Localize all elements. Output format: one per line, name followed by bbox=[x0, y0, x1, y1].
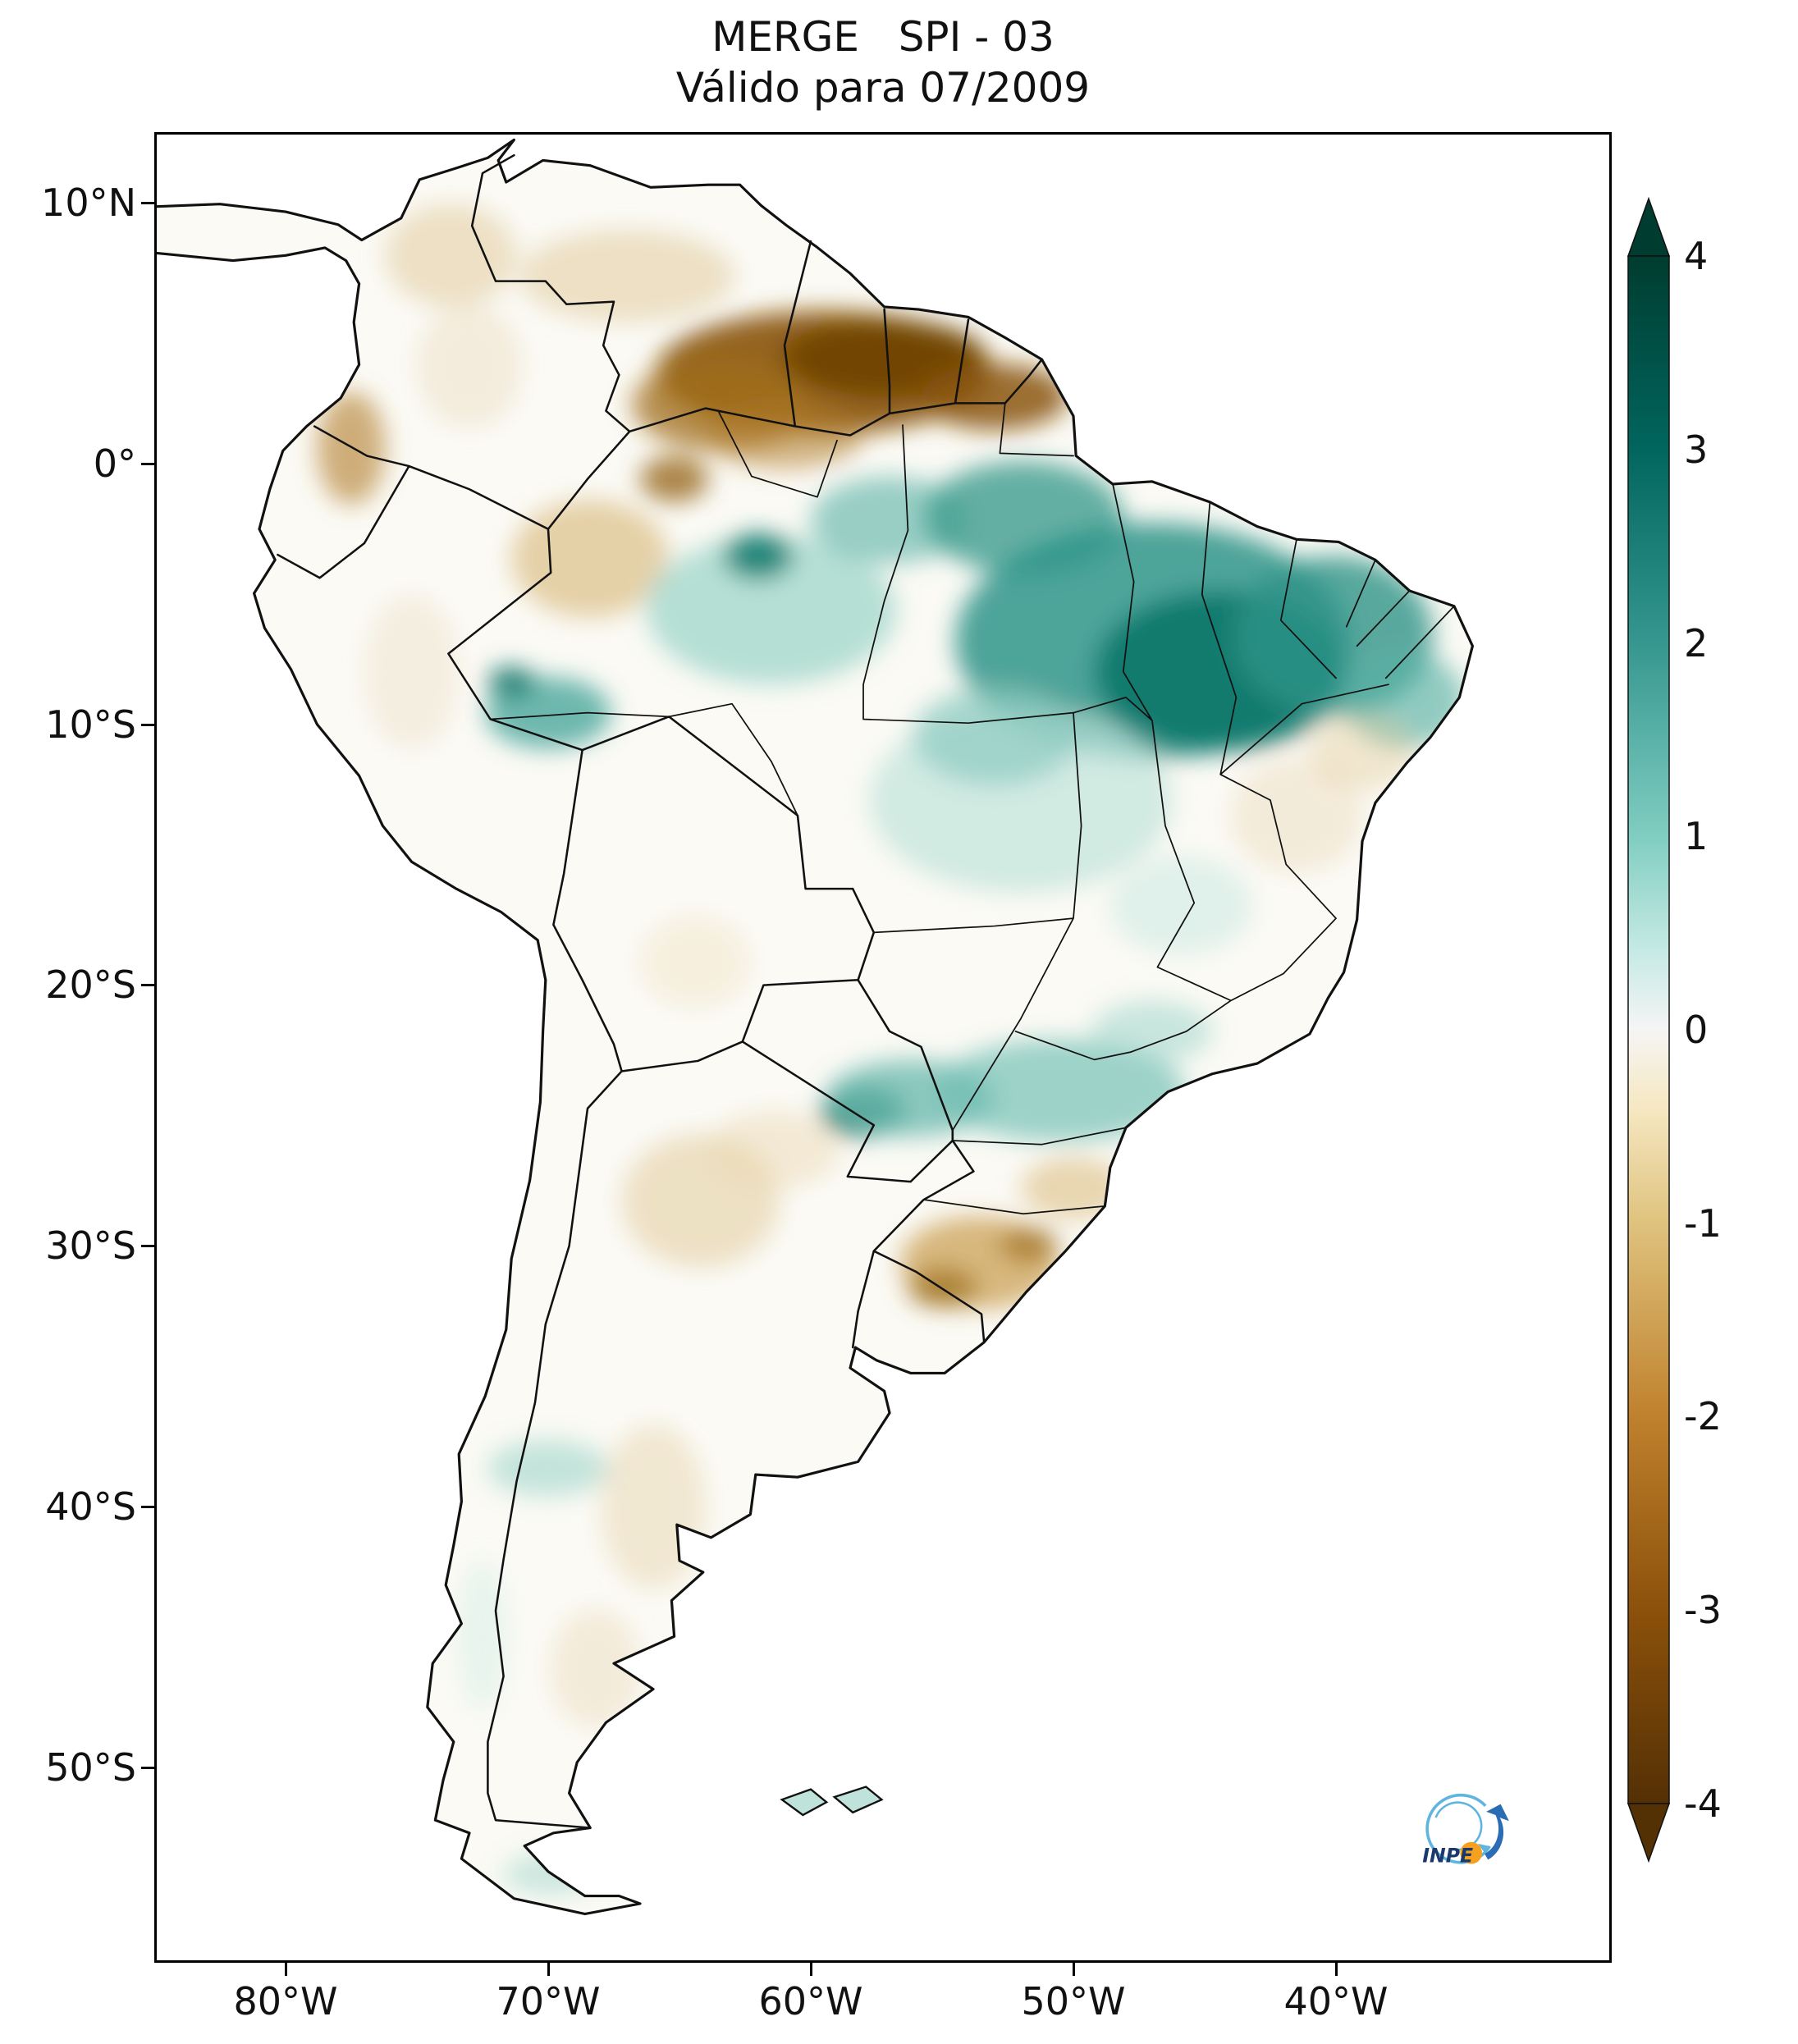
colorbar-extend-max bbox=[1626, 197, 1671, 257]
country-borders bbox=[277, 153, 1043, 1829]
colorbar-tick-label: 0 bbox=[1684, 1008, 1709, 1052]
y-tick-label: 10°S bbox=[45, 702, 136, 747]
falkland-islands bbox=[780, 1786, 884, 1817]
logo-blue-arrow bbox=[1485, 1804, 1509, 1860]
south-america-map bbox=[154, 138, 1475, 1916]
x-tick-mark bbox=[547, 1963, 550, 1976]
y-tick-label: 0° bbox=[93, 441, 136, 486]
y-tick-mark bbox=[141, 1767, 154, 1769]
y-tick-mark bbox=[141, 984, 154, 986]
colorbar-tick-label: -1 bbox=[1684, 1201, 1722, 1246]
y-tick-label: 20°S bbox=[45, 963, 136, 1007]
x-tick-mark bbox=[1073, 1963, 1075, 1976]
figure-subtitle: Válido para 07/2009 bbox=[675, 64, 1091, 112]
colorbar-tick-label: -3 bbox=[1684, 1588, 1722, 1632]
y-tick-mark bbox=[141, 724, 154, 726]
y-tick-mark bbox=[141, 463, 154, 465]
x-tick-label: 60°W bbox=[758, 1979, 863, 2023]
colorbar-tick-label: -4 bbox=[1684, 1781, 1722, 1826]
x-tick-mark bbox=[810, 1963, 812, 1976]
spi-color-field bbox=[317, 203, 1465, 1895]
x-tick-label: 80°W bbox=[233, 1979, 338, 2023]
figure-title: MERGE SPI - 03 bbox=[711, 13, 1055, 61]
x-tick-label: 50°W bbox=[1021, 1979, 1126, 2023]
state-borders bbox=[489, 402, 1455, 1215]
colorbar-tick-label: -2 bbox=[1684, 1394, 1722, 1438]
colorbar-tick-label: 1 bbox=[1684, 814, 1709, 858]
x-tick-mark bbox=[285, 1963, 287, 1976]
y-tick-mark bbox=[141, 1506, 154, 1508]
colorbar-tick-label: 4 bbox=[1684, 234, 1709, 278]
y-tick-mark bbox=[141, 1245, 154, 1247]
x-tick-mark bbox=[1335, 1963, 1338, 1976]
colorbar-tick-label: 2 bbox=[1684, 621, 1709, 665]
colorbar-tick-label: 3 bbox=[1684, 428, 1709, 472]
colorbar-extend-min bbox=[1626, 1803, 1671, 1863]
title-block: MERGE SPI - 03 Válido para 07/2009 bbox=[154, 11, 1612, 113]
y-tick-label: 50°S bbox=[45, 1745, 136, 1790]
x-tick-label: 70°W bbox=[496, 1979, 601, 2023]
y-tick-label: 10°N bbox=[41, 181, 136, 225]
y-tick-label: 40°S bbox=[45, 1484, 136, 1529]
colorbar-gradient bbox=[1627, 255, 1670, 1804]
logo-swirl-arrowhead bbox=[1477, 1843, 1490, 1854]
inpe-logo: INPE bbox=[1422, 1793, 1509, 1867]
y-tick-mark bbox=[141, 202, 154, 204]
y-tick-label: 30°S bbox=[45, 1223, 136, 1268]
x-tick-label: 40°W bbox=[1283, 1979, 1389, 2023]
colorbar bbox=[1626, 197, 1671, 1863]
logo-text: INPE bbox=[1422, 1844, 1473, 1867]
logo-swirl-inner bbox=[1434, 1801, 1483, 1851]
logo-orange-ball bbox=[1460, 1841, 1483, 1864]
